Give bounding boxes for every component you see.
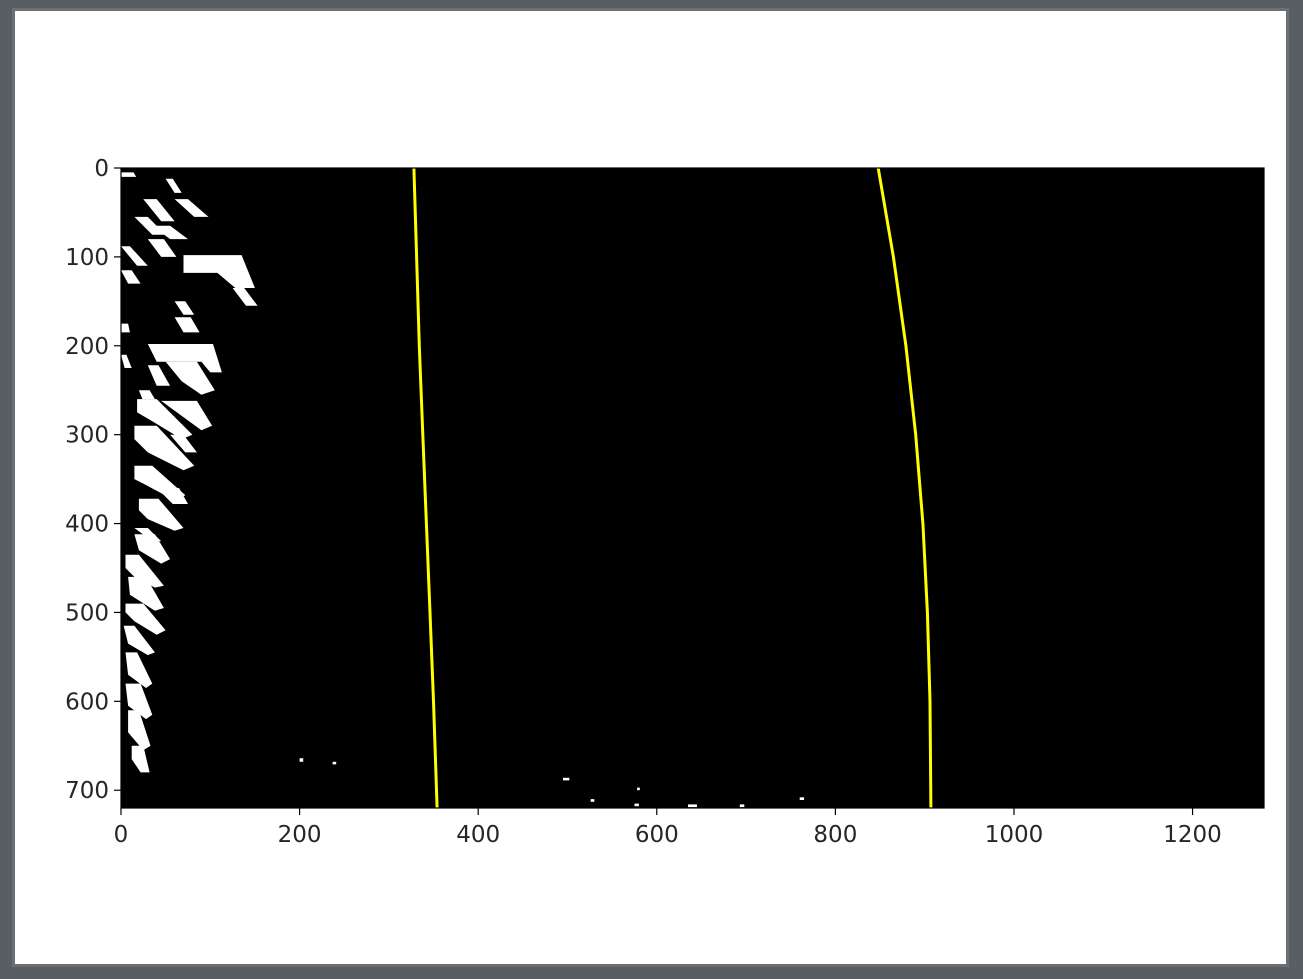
binary-pixel-blob <box>137 399 193 440</box>
x-tick-label: 1200 <box>1163 822 1222 848</box>
binary-pixel-blob <box>634 803 639 807</box>
binary-pixel-blob <box>121 172 137 177</box>
x-tick-label: 400 <box>456 822 500 848</box>
y-tick-label: 100 <box>65 245 109 271</box>
binary-pixel-blob <box>143 199 175 222</box>
y-tick-label: 300 <box>65 423 109 449</box>
binary-pixel-blob <box>332 761 337 765</box>
binary-pixel-blob <box>563 777 570 781</box>
binary-pixel-blob <box>165 178 182 193</box>
x-tick-label: 800 <box>813 822 857 848</box>
binary-pixel-blob <box>152 225 188 240</box>
x-axis: 0 200 400 600 800 1000 1200 <box>114 808 1222 848</box>
binary-pixel-blob <box>125 554 164 588</box>
binary-pixel-blob <box>156 488 188 504</box>
binary-pixel-blob <box>121 323 130 333</box>
binary-pixel-blob <box>125 683 153 720</box>
lane-line-1 <box>412 167 439 809</box>
binary-pixel-blob <box>165 361 215 395</box>
binary-pixel-blob <box>170 434 197 453</box>
y-tick-label: 500 <box>65 600 109 626</box>
binary-pixel-blob <box>299 758 304 762</box>
binary-pixel-blob <box>174 199 209 217</box>
x-tick-label: 1000 <box>985 822 1044 848</box>
binary-pixel-blob <box>128 576 164 611</box>
binary-pixel-blob <box>125 603 166 635</box>
lane-line-2 <box>876 167 933 809</box>
binary-pixel-blob <box>138 498 184 531</box>
binary-pixel-blob <box>128 710 151 751</box>
binary-pixel-blob <box>799 797 805 800</box>
binary-pixel-blob <box>134 534 171 564</box>
binary-pixel-blob <box>131 745 150 773</box>
x-tick-label: 200 <box>278 822 322 848</box>
binary-pixel-blob <box>121 246 148 266</box>
binary-pixel-blob <box>174 317 200 333</box>
x-tick-label: 600 <box>635 822 679 848</box>
binary-pixel-blob <box>688 804 697 808</box>
binary-pixel-blob <box>739 804 745 808</box>
y-axis: 0 100 200 300 400 500 600 700 <box>65 156 121 804</box>
plot-area <box>121 168 1264 808</box>
binary-pixel-blob <box>138 390 155 400</box>
binary-pixel-blob <box>183 255 255 288</box>
figure-canvas: 0 200 400 600 800 1000 1200 0 100 200 300 400 500 60… <box>65 156 1265 848</box>
figure-window: 0 200 400 600 800 1000 1200 0 100 200 300 400 500 60… <box>12 8 1289 967</box>
y-tick-label: 600 <box>65 689 109 715</box>
y-tick-label: 400 <box>65 512 109 538</box>
binary-pixel-blob <box>121 270 141 284</box>
y-tick-label: 200 <box>65 334 109 360</box>
binary-pixel-blob <box>147 365 171 386</box>
binary-pixel-blob <box>147 239 177 257</box>
binary-pixel-blob <box>121 354 132 368</box>
binary-pixel-blob <box>590 799 595 802</box>
binary-pixel-blob <box>134 425 195 471</box>
binary-pixels <box>121 172 805 808</box>
binary-pixel-blob <box>161 400 213 431</box>
binary-pixel-blob <box>125 652 153 688</box>
binary-pixel-blob <box>637 787 640 791</box>
y-tick-label: 700 <box>65 778 109 804</box>
x-tick-label: 0 <box>114 822 129 848</box>
y-tick-label: 0 <box>94 156 109 182</box>
binary-pixel-blob <box>147 344 222 373</box>
fitted-lines <box>412 167 933 809</box>
binary-pixel-blob <box>134 216 166 235</box>
binary-pixel-blob <box>232 288 258 306</box>
binary-pixel-blob <box>123 625 155 656</box>
plot-border <box>120 167 1265 809</box>
binary-pixel-blob <box>174 301 195 315</box>
